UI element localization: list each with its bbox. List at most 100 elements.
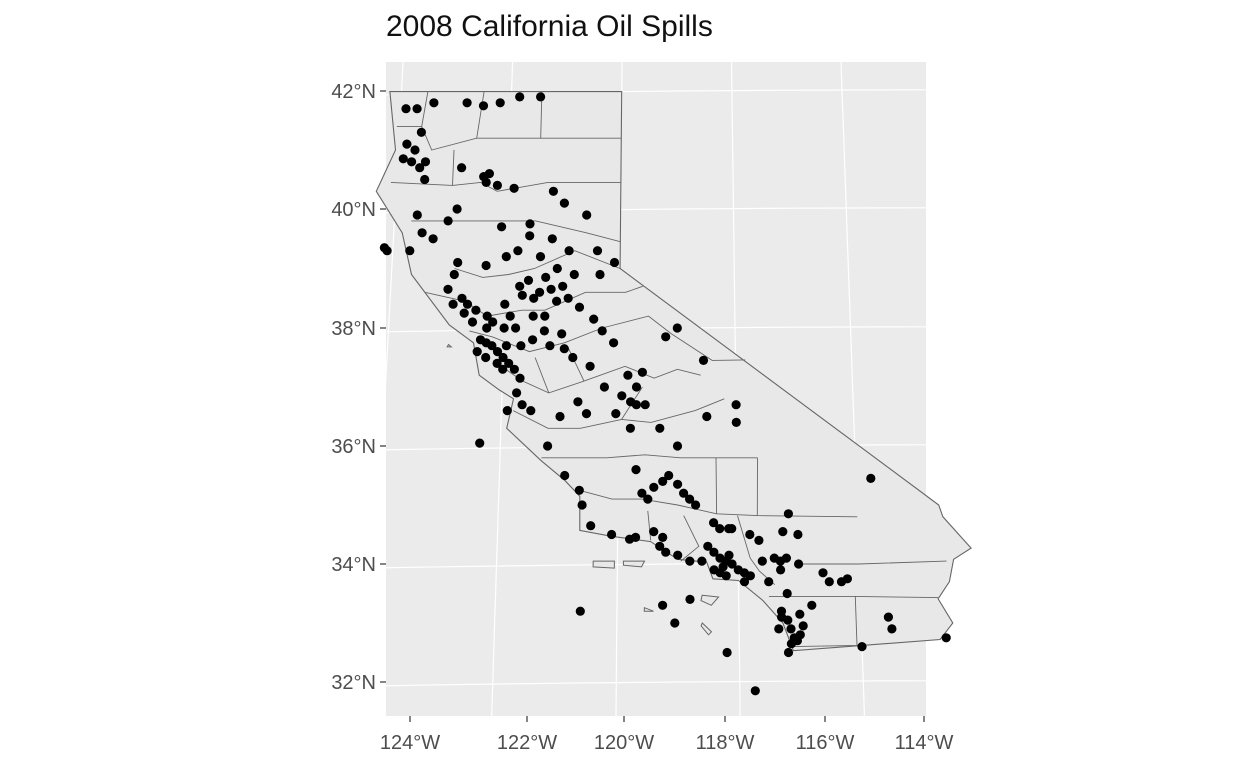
spill-point <box>492 358 502 368</box>
spill-point <box>410 145 420 155</box>
spill-point <box>754 535 764 546</box>
spill-point <box>452 204 462 214</box>
spill-point <box>528 335 538 345</box>
spill-point <box>513 246 523 256</box>
spill-point <box>698 355 709 365</box>
spill-point <box>495 98 505 108</box>
spill-point <box>664 470 674 481</box>
spill-point <box>731 400 741 410</box>
spill-point <box>750 686 760 696</box>
latitude-gridline <box>386 562 926 569</box>
spill-point <box>631 400 642 410</box>
spill-point <box>709 547 719 557</box>
lat-tick-label: 36°N <box>331 436 376 458</box>
latitude-gridline <box>386 680 926 687</box>
lat-tick-label: 38°N <box>331 318 376 340</box>
spill-point <box>670 618 680 628</box>
spill-point <box>517 400 527 410</box>
island-outline <box>700 622 713 636</box>
spill-point <box>582 210 592 220</box>
spill-point <box>539 326 550 336</box>
spill-point <box>672 441 683 451</box>
spill-point <box>528 311 538 321</box>
spill-point <box>443 284 453 294</box>
spill-point <box>764 577 774 587</box>
spill-point <box>685 594 695 605</box>
spill-point <box>548 186 559 196</box>
spill-point <box>658 476 668 486</box>
spill-point <box>488 317 498 327</box>
spill-point <box>482 323 492 333</box>
spill-point <box>448 299 458 309</box>
spill-point <box>560 470 570 481</box>
spill-point <box>487 341 497 351</box>
spill-point <box>777 612 787 622</box>
spill-point <box>540 311 550 321</box>
spill-point <box>498 364 508 374</box>
spill-point <box>569 269 579 280</box>
spill-point <box>722 647 732 658</box>
spill-point <box>453 257 463 268</box>
spill-point <box>631 382 642 392</box>
spill-point <box>581 409 592 419</box>
spill-point <box>501 252 511 262</box>
spill-point <box>502 406 512 416</box>
spill-point <box>724 550 734 560</box>
spill-point <box>637 488 647 498</box>
spill-point <box>516 341 526 351</box>
spill-point <box>637 367 648 377</box>
spill-point <box>589 314 599 324</box>
spill-point <box>658 600 668 610</box>
spill-point <box>776 565 786 575</box>
spill-point <box>575 606 585 616</box>
spill-point <box>745 529 755 540</box>
spill-point <box>941 633 951 643</box>
axis-ticks: 42°N 40°N 38°N 36°N 34°N 32°N 124°W 122°W 120°W 1… <box>331 81 953 754</box>
spill-point <box>568 352 578 363</box>
spill-point <box>794 559 804 569</box>
spill-point <box>691 500 701 510</box>
spill-points <box>379 92 951 696</box>
spill-point <box>541 272 551 282</box>
spill-point <box>724 524 734 534</box>
spill-point <box>586 521 596 531</box>
lat-tick-label: 42°N <box>331 81 376 103</box>
spill-point <box>795 630 805 640</box>
spill-point <box>661 332 671 342</box>
lon-tick-label: 120°W <box>594 732 654 754</box>
spill-point <box>774 624 784 634</box>
spill-point <box>649 482 659 492</box>
spill-point <box>782 588 792 599</box>
spill-point <box>793 529 803 540</box>
spill-point <box>655 541 665 551</box>
spill-point <box>482 311 492 321</box>
spill-point <box>481 260 491 271</box>
spill-point <box>783 647 794 658</box>
spill-point <box>703 541 713 551</box>
spill-point <box>536 92 546 102</box>
spill-point <box>781 553 792 563</box>
spill-point <box>649 527 659 537</box>
spill-point <box>573 397 583 407</box>
spill-point <box>478 101 489 111</box>
lat-tick-label: 34°N <box>331 554 376 576</box>
spill-point <box>484 169 494 179</box>
spill-point <box>481 177 491 187</box>
spill-point <box>405 246 415 256</box>
spill-point <box>517 290 527 300</box>
spill-point <box>655 423 665 433</box>
county-boundary <box>647 510 652 541</box>
spill-point <box>559 344 569 354</box>
spill-point <box>709 565 719 575</box>
spill-point <box>795 609 805 619</box>
spill-point <box>643 494 653 504</box>
spill-point <box>745 571 756 581</box>
spill-point <box>420 157 431 167</box>
spill-point <box>617 391 627 401</box>
spill-point <box>798 621 808 631</box>
spill-point <box>523 275 534 285</box>
spill-point <box>526 406 536 416</box>
spill-point <box>443 216 453 226</box>
spill-point <box>592 246 603 256</box>
